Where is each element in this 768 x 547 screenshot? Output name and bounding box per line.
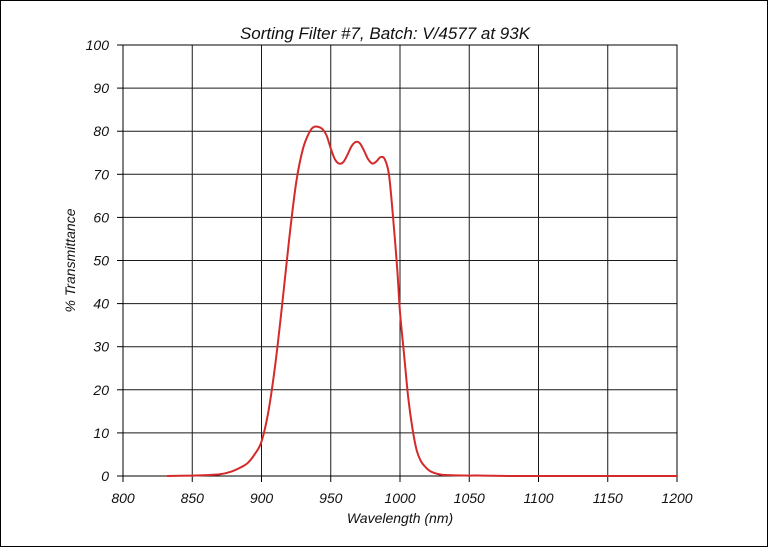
y-tick-label: 0 [101,468,109,484]
x-tick-label: 1150 [593,490,623,506]
y-tick-label: 90 [93,80,109,96]
y-tick-label: 50 [93,253,109,269]
y-tick-label: 10 [93,425,109,441]
grid-lines [122,44,678,477]
x-tick-label: 1200 [661,490,692,506]
x-tick-label: 1100 [523,490,553,506]
y-tick-label: 30 [93,339,109,355]
y-tick-label: 100 [86,37,110,53]
y-tick-label: 20 [92,382,109,398]
transmittance-series-line [166,125,678,478]
x-tick-label: 1050 [454,490,485,506]
y-tick-label: 80 [93,123,109,139]
series-layer [166,125,678,478]
x-tick-label: 850 [181,490,205,506]
x-axis-label: Wavelength (nm) [347,510,453,526]
y-tick-label: 60 [93,209,109,225]
x-tick-label: 800 [111,490,135,506]
x-tick-label: 1000 [384,490,415,506]
axis-ticks: 800 850 900 950 1000 1050 1100 1150 1200 0 10 20 30 4… [86,37,693,506]
x-tick-label: 900 [250,490,274,506]
x-tick-label: 950 [319,490,343,506]
chart-title: Sorting Filter #7, Batch: V/4577 at 93K [240,24,531,43]
y-tick-label: 70 [93,166,109,182]
y-axis-label: % Transmittance [62,208,78,312]
y-tick-label: 40 [93,296,109,312]
